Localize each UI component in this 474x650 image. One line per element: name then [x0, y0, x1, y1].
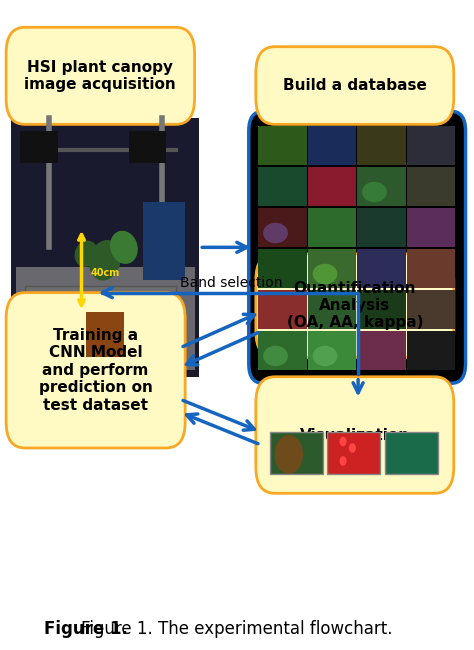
Bar	[258, 166, 307, 206]
Text: Quantification
Analysis
(OA, AA, kappa): Quantification Analysis (OA, AA, kappa)	[287, 281, 423, 330]
Bar	[308, 331, 356, 370]
Bar	[20, 131, 58, 163]
FancyBboxPatch shape	[249, 111, 465, 384]
Bar	[143, 202, 185, 280]
Ellipse shape	[275, 435, 303, 474]
Ellipse shape	[110, 231, 138, 264]
Text: HSI plant canopy
image acquisition: HSI plant canopy image acquisition	[25, 60, 176, 92]
Bar	[357, 207, 406, 248]
FancyBboxPatch shape	[6, 292, 185, 448]
Ellipse shape	[362, 182, 387, 202]
Ellipse shape	[313, 346, 337, 366]
Bar	[308, 249, 356, 289]
Text: Band selection: Band selection	[181, 276, 283, 290]
Text: Figure 1. The experimental flowchart.: Figure 1. The experimental flowchart.	[81, 620, 393, 638]
Bar	[258, 331, 307, 370]
Ellipse shape	[89, 240, 121, 281]
Bar	[407, 207, 455, 248]
Bar	[308, 207, 356, 248]
FancyBboxPatch shape	[6, 27, 195, 124]
Bar	[357, 166, 406, 206]
Bar	[16, 266, 195, 370]
Text: Figure 1.: Figure 1.	[44, 620, 128, 638]
Bar	[407, 290, 455, 330]
Bar	[258, 249, 307, 289]
Text: 40cm: 40cm	[91, 268, 120, 278]
Bar	[407, 166, 455, 206]
Bar	[11, 118, 199, 377]
Bar	[328, 432, 380, 474]
FancyBboxPatch shape	[256, 254, 454, 358]
Bar	[357, 249, 406, 289]
Bar	[258, 290, 307, 330]
FancyBboxPatch shape	[256, 47, 454, 124]
Bar	[128, 131, 166, 163]
Bar	[270, 432, 323, 474]
Bar	[308, 290, 356, 330]
Ellipse shape	[339, 456, 346, 466]
FancyBboxPatch shape	[256, 377, 454, 493]
Bar	[407, 331, 455, 370]
Ellipse shape	[313, 264, 337, 284]
Text: Build a database: Build a database	[283, 78, 427, 93]
Bar	[86, 312, 124, 358]
Ellipse shape	[263, 346, 288, 366]
Bar	[25, 286, 176, 364]
Ellipse shape	[263, 223, 288, 243]
Ellipse shape	[349, 443, 356, 453]
Bar	[357, 290, 406, 330]
Ellipse shape	[74, 240, 98, 267]
Bar	[407, 125, 455, 165]
Bar	[407, 249, 455, 289]
Bar	[357, 331, 406, 370]
Bar	[258, 125, 307, 165]
Ellipse shape	[339, 437, 346, 447]
Text: Visualization: Visualization	[300, 428, 410, 443]
Bar	[258, 207, 307, 248]
Bar	[385, 432, 438, 474]
Bar	[357, 125, 406, 165]
Bar	[308, 166, 356, 206]
Text: Training a
CNN Model
and perform
prediction on
test dataset: Training a CNN Model and perform predict…	[39, 328, 153, 413]
Bar	[308, 125, 356, 165]
